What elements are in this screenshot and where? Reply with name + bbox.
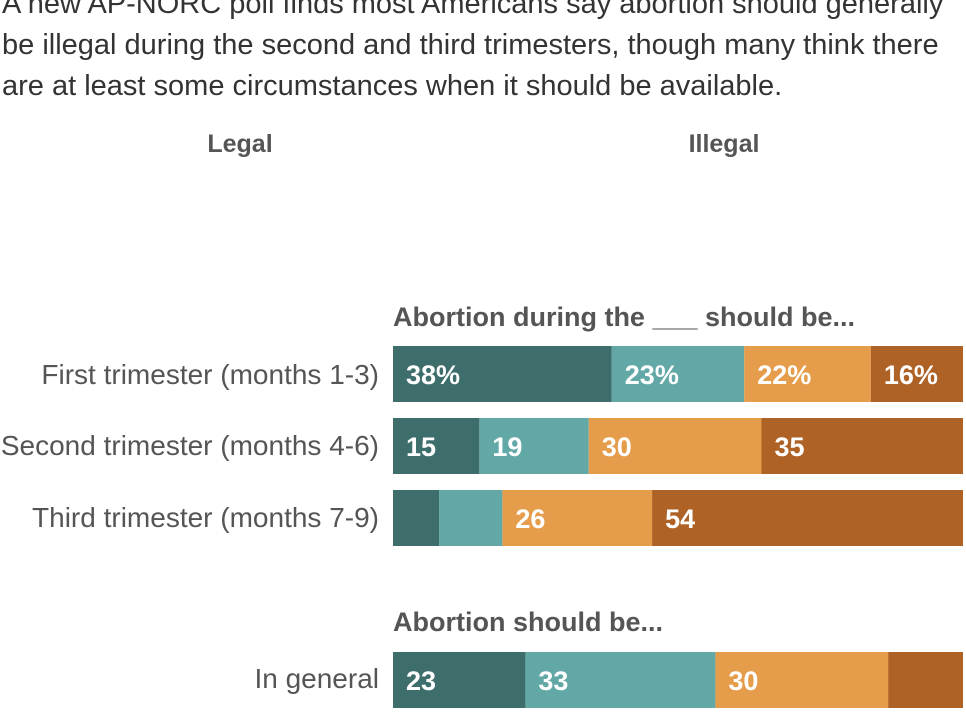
section-title-trimester: Abortion during the ___ should be... bbox=[393, 302, 856, 332]
bar-value-label: 15 bbox=[406, 432, 436, 462]
bar-segment-legal-most bbox=[525, 652, 716, 708]
bar-value-label: 23% bbox=[625, 360, 679, 390]
bar-segment-legal-most bbox=[479, 418, 589, 474]
row-label-first-trimester: First trimester (months 1-3) bbox=[41, 359, 379, 390]
bar-segment-legal-all bbox=[393, 490, 440, 546]
bar-value-label: 30 bbox=[728, 666, 758, 696]
bar-segment-illegal-most bbox=[502, 490, 653, 546]
row-label-in-general: In general bbox=[254, 663, 379, 694]
bar-value-label: 54 bbox=[665, 504, 695, 534]
bar-value-label: 38% bbox=[406, 360, 460, 390]
bar-value-label: 35 bbox=[774, 432, 804, 462]
intro-text: A new AP-NORC poll finds most Americans … bbox=[2, 0, 944, 102]
bar-value-label: 30 bbox=[602, 432, 632, 462]
bar-segment-legal-most bbox=[611, 346, 745, 402]
bar-segment-illegal-all bbox=[888, 652, 963, 708]
legend-illegal-most: In most cases bbox=[514, 179, 693, 210]
legend-illegal-all: In all cases bbox=[773, 179, 918, 210]
legend-legal-most: In most cases bbox=[272, 179, 451, 210]
bar-value-label: 26 bbox=[515, 504, 545, 534]
row-label-second-trimester: Second trimester (months 4-6) bbox=[0, 430, 379, 461]
bar-segment-illegal-most bbox=[715, 652, 889, 708]
row-label-third-trimester: Third trimester (months 7-9) bbox=[32, 502, 379, 533]
bar-value-label: 23 bbox=[406, 666, 436, 696]
bar-segment-legal-all bbox=[393, 346, 612, 402]
bar-segment-illegal-all bbox=[870, 346, 963, 402]
legend-legal-title: Legal bbox=[207, 130, 273, 158]
bar-value-label: 22% bbox=[757, 360, 811, 390]
bar-segment-illegal-most bbox=[744, 346, 871, 402]
bar-segment-illegal-all bbox=[652, 490, 963, 546]
bar-value-label: 19 bbox=[492, 432, 522, 462]
bar-segment-legal-all bbox=[393, 418, 480, 474]
bar-value-label: 16% bbox=[884, 360, 938, 390]
bar-segment-legal-most bbox=[439, 490, 503, 546]
legend-legal-all: In all cases bbox=[47, 179, 192, 210]
section-title-general: Abortion should be... bbox=[393, 607, 663, 637]
bar-value-label: 33 bbox=[538, 666, 568, 696]
legend-illegal-title: Illegal bbox=[688, 130, 760, 158]
bar-segment-illegal-most bbox=[588, 418, 762, 474]
bar-segment-legal-all bbox=[393, 652, 526, 708]
bar-segment-illegal-all bbox=[761, 418, 963, 474]
